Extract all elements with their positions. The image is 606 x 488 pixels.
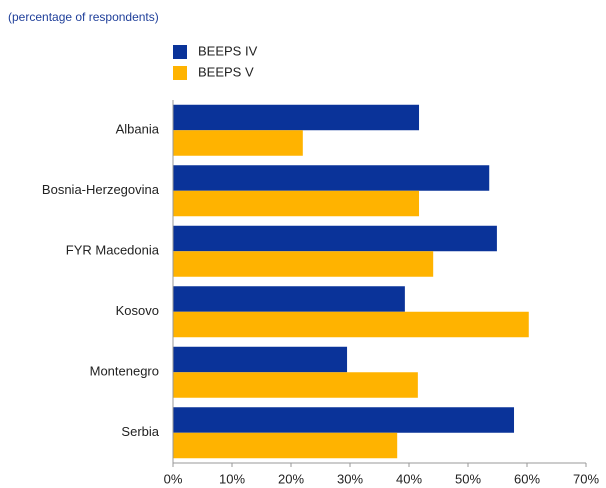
bar: [173, 286, 405, 312]
x-tick-label: 40%: [396, 471, 422, 486]
legend-swatch: [173, 66, 187, 80]
bar: [173, 190, 420, 217]
y-tick-label: Bosnia-Herzegovina: [42, 182, 160, 197]
y-tick-label: FYR Macedonia: [66, 243, 160, 258]
x-tick-label: 20%: [278, 471, 304, 486]
y-tick-label: Serbia: [121, 424, 159, 439]
bar: [173, 130, 303, 156]
bar: [173, 432, 398, 459]
bar: [173, 346, 348, 373]
chart-subtitle: (percentage of respondents): [8, 10, 159, 24]
bar: [173, 407, 515, 433]
bar: [173, 372, 418, 398]
x-tick-label: 50%: [455, 471, 481, 486]
bar: [173, 104, 420, 131]
bar: [173, 165, 490, 191]
bar: [173, 251, 434, 277]
y-tick-label: Montenegro: [90, 364, 159, 379]
x-tick-label: 30%: [337, 471, 363, 486]
bar: [173, 311, 529, 338]
bar: [173, 225, 497, 252]
legend-swatch: [173, 45, 187, 59]
x-tick-label: 0%: [164, 471, 183, 486]
x-tick-label: 70%: [573, 471, 599, 486]
y-tick-label: Albania: [116, 122, 160, 137]
x-tick-label: 60%: [514, 471, 540, 486]
legend-label: BEEPS V: [198, 64, 254, 79]
legend-label: BEEPS IV: [198, 43, 258, 58]
y-tick-label: Kosovo: [116, 303, 159, 318]
x-tick-label: 10%: [219, 471, 245, 486]
